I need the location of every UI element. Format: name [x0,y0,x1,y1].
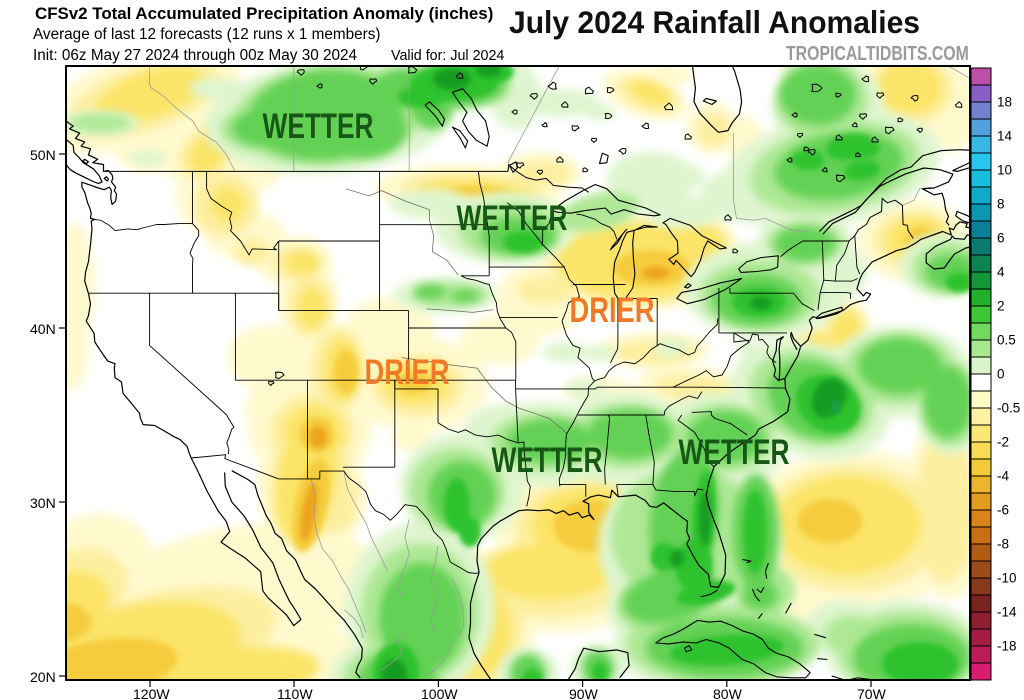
svg-text:4: 4 [997,265,1005,280]
svg-text:0: 0 [997,367,1005,382]
svg-text:0.5: 0.5 [997,333,1016,348]
svg-text:-18: -18 [997,639,1017,654]
svg-text:-8: -8 [997,537,1009,552]
svg-text:-6: -6 [997,503,1009,518]
svg-text:6: 6 [997,231,1005,246]
svg-text:DRIER: DRIER [570,291,655,330]
svg-text:WETTER: WETTER [263,107,374,146]
svg-text:-10: -10 [997,571,1017,586]
svg-text:10: 10 [997,163,1012,178]
svg-text:-2: -2 [997,435,1009,450]
svg-text:2: 2 [997,299,1005,314]
svg-text:18: 18 [997,95,1012,110]
svg-text:-0.5: -0.5 [997,401,1020,416]
svg-text:8: 8 [997,197,1005,212]
svg-text:WETTER: WETTER [492,441,603,480]
svg-text:14: 14 [997,129,1013,144]
svg-text:DRIER: DRIER [365,353,450,392]
svg-text:-14: -14 [997,605,1017,620]
svg-text:WETTER: WETTER [457,199,568,238]
svg-text:WETTER: WETTER [679,433,790,472]
svg-text:-4: -4 [997,469,1009,484]
